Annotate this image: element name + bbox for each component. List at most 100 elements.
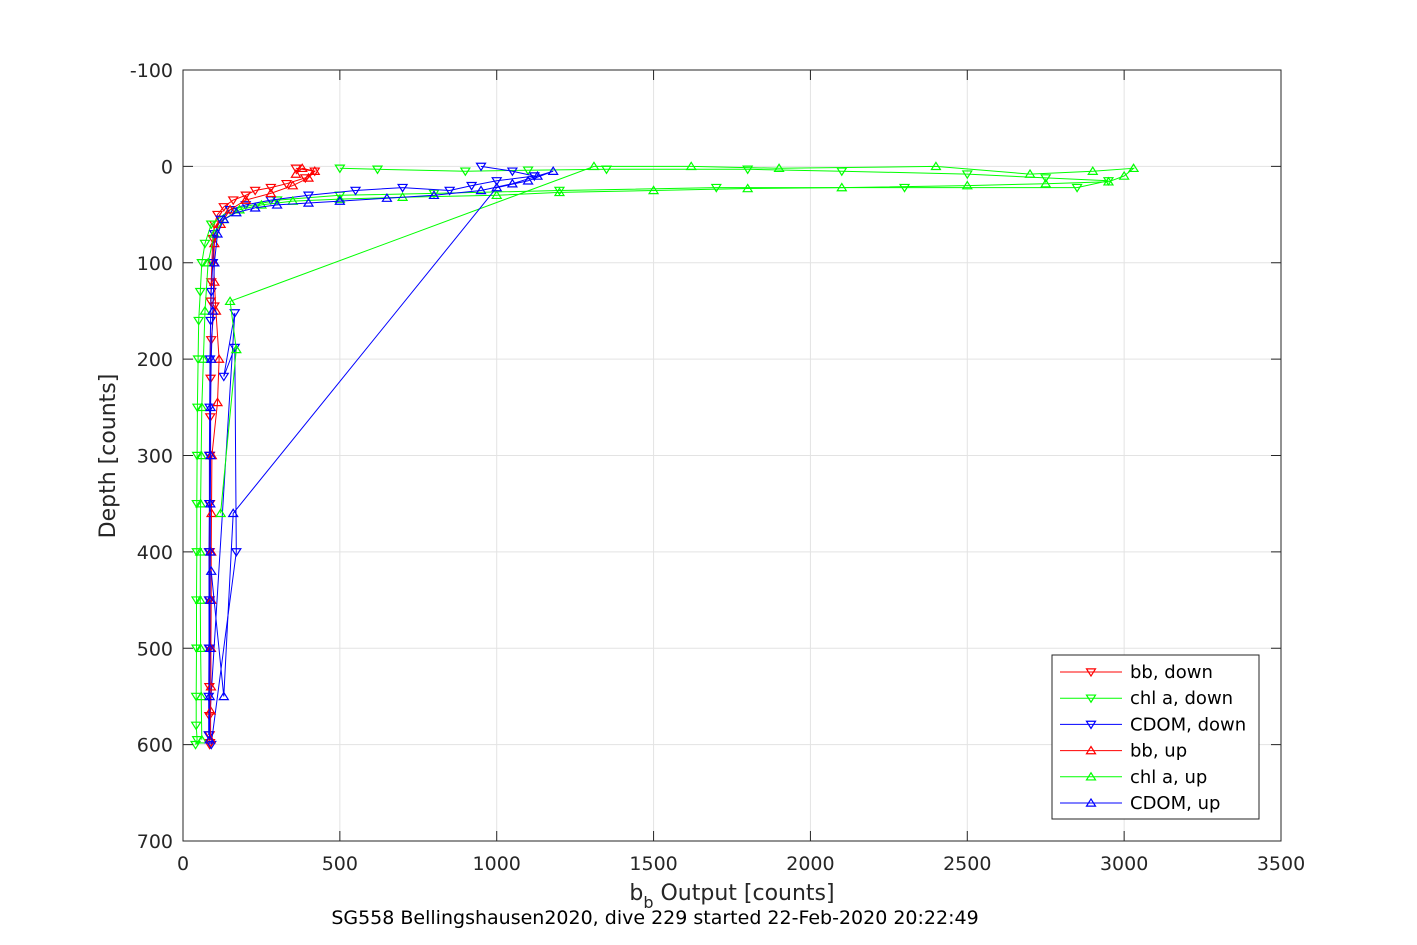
data-point [208,302,220,312]
data-point [961,170,973,180]
data-point [491,190,503,200]
x-axis-label: bb Output [counts] [629,881,834,912]
data-point [204,691,216,701]
data-point [191,548,203,558]
y-tick-label: 500 [137,638,173,660]
legend-label: CDOM, up [1130,793,1220,814]
series-line [210,167,316,740]
data-point [224,296,236,306]
data-point [224,204,236,214]
data-point [205,402,217,412]
data-point [475,162,487,172]
data-point [240,201,252,211]
x-axis-label-main: b [629,881,643,906]
data-point [381,192,393,202]
series-line [195,167,1109,745]
y-axis-ticks: -100 0 100 200 300 400 500 600 700 [130,60,1281,853]
data-point [230,207,242,217]
data-point [208,276,220,286]
data-point [547,166,559,175]
data-point [218,214,230,224]
data-point [211,397,224,407]
data-point [205,705,217,715]
data-point [334,193,346,203]
data-point [296,163,308,173]
legend-swatch-marker [1085,668,1097,678]
data-point [961,180,973,190]
data-point [588,161,600,171]
legend-swatch-marker [1085,694,1097,704]
x-tick-label: 500 [322,853,358,875]
series-layer [189,161,1140,750]
data-point [1102,176,1115,186]
y-axis-label: Depth [counts] [96,374,121,539]
data-point [309,166,321,175]
data-point [459,167,471,177]
data-point [205,450,217,460]
data-point [290,168,302,178]
legend-item: bb, down [1060,662,1213,683]
x-tick-label: 1500 [629,853,677,875]
data-point [204,643,216,652]
series-5 [204,166,559,744]
data-point [194,643,207,652]
data-point [349,186,362,196]
data-point [522,166,534,176]
x-tick-label: 2500 [943,853,991,875]
data-point [205,220,217,230]
legend-swatch-marker [1085,745,1097,755]
data-point [191,499,203,509]
data-point [302,197,315,207]
y-tick-label: 100 [137,253,173,275]
series-4 [194,161,1140,744]
data-point [742,165,754,175]
data-point [227,196,239,206]
data-point [371,165,384,175]
data-point [271,196,283,206]
data-point [265,183,277,193]
data-point [1040,178,1052,188]
data-point [249,202,261,212]
data-point [205,336,217,346]
data-point [265,188,277,198]
data-point [199,239,211,249]
dive-caption: SG558 Bellingshausen2020, dive 229 start… [331,907,978,929]
data-point [1127,163,1140,173]
legend-swatch-marker [1085,797,1097,807]
x-tick-label: 3500 [1257,853,1305,875]
x-axis-label-subscript: b [643,893,653,912]
data-point [255,199,268,209]
data-point [204,734,216,744]
data-point [218,691,230,701]
data-point [647,185,660,195]
y-tick-label: 600 [137,735,173,757]
y-tick-label: 200 [137,349,173,371]
data-point [475,185,487,195]
data-point [553,187,566,197]
data-point [229,309,241,319]
data-point [208,257,220,267]
series-line [208,165,535,745]
y-tick-label: 0 [161,156,173,178]
data-point [227,508,239,518]
data-point [190,596,203,606]
x-tick-label: 0 [177,853,189,875]
legend-label: bb, down [1130,662,1213,683]
data-point [685,161,697,171]
data-point [302,191,315,201]
data-point [205,565,217,575]
data-point [287,180,299,190]
data-point [218,372,230,382]
legend-label: bb, up [1130,741,1187,762]
data-point [230,548,242,558]
data-point [302,172,315,182]
y-tick-label: 300 [137,446,173,468]
data-point [205,681,217,691]
data-point [213,353,225,363]
data-point [531,170,544,180]
legend-item: CDOM, up [1060,793,1220,814]
data-point [240,191,252,201]
legend-item: CDOM, down [1060,714,1246,735]
x-tick-label: 1000 [473,853,521,875]
data-point [773,163,785,173]
